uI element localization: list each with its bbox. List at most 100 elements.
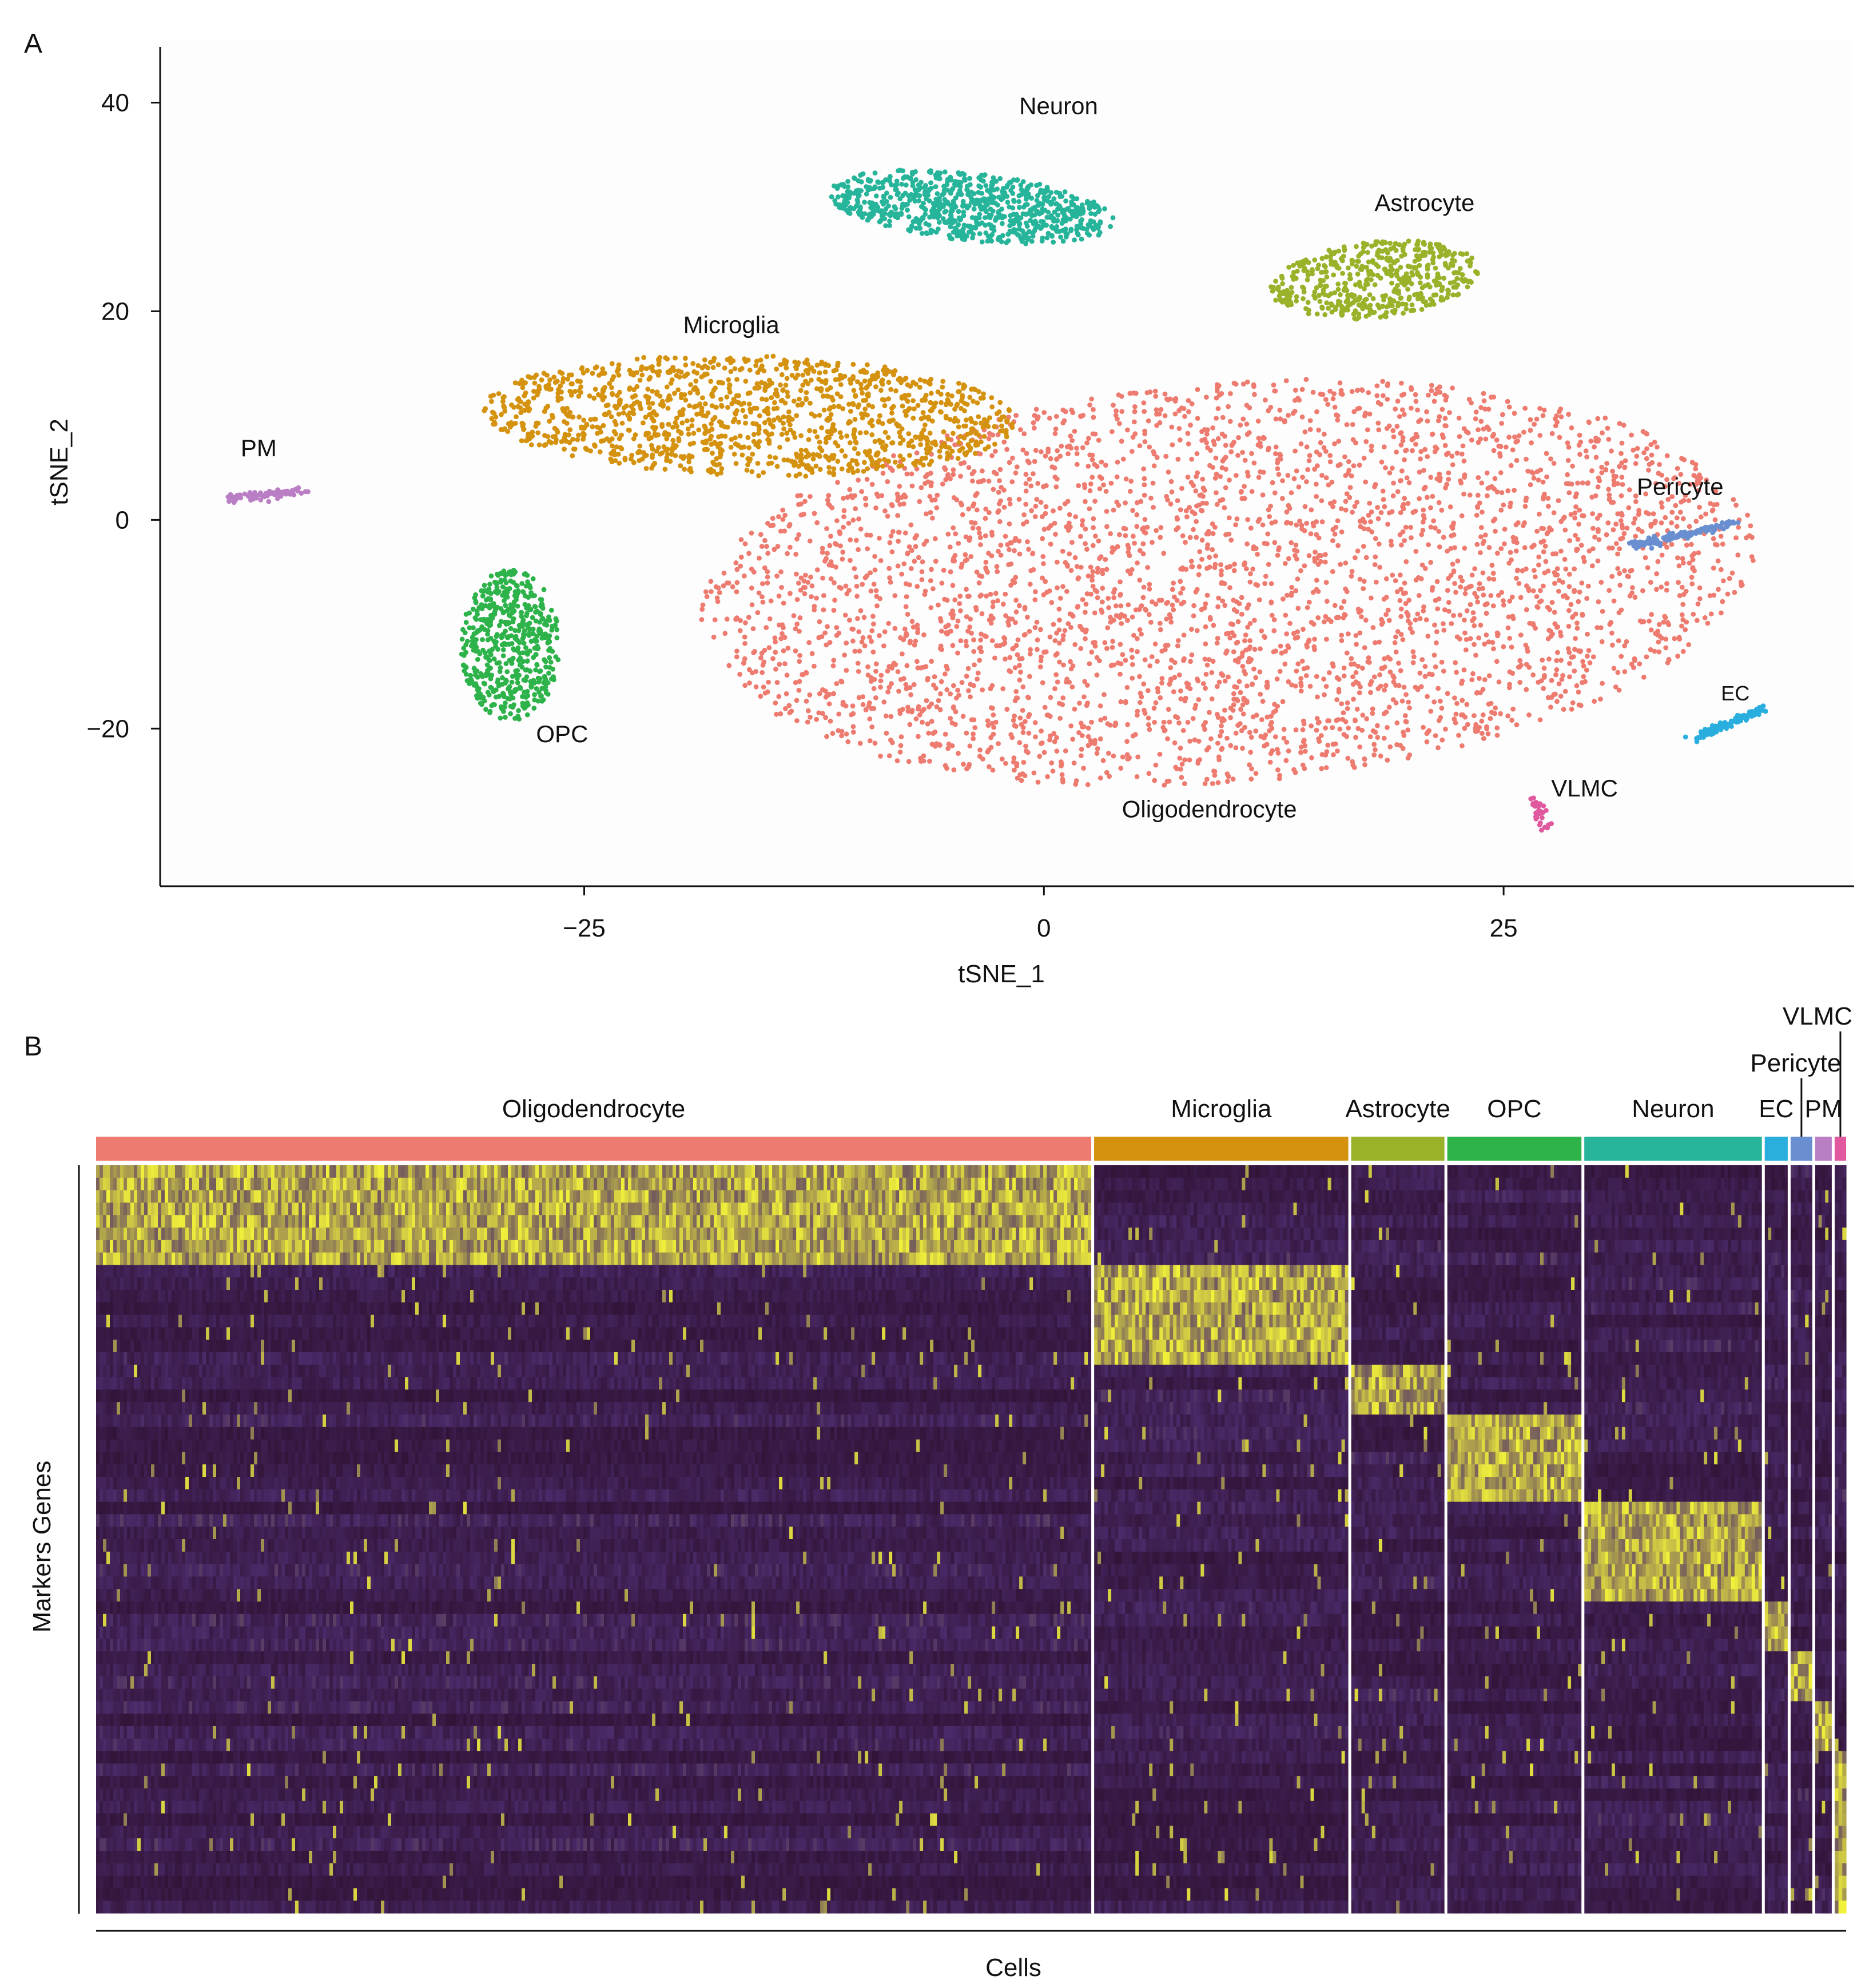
cell-point [1533,575,1538,580]
cell-point [1524,496,1529,501]
cell-point [873,669,878,674]
cell-point [1689,581,1695,587]
cell-point [1400,408,1405,413]
cell-point [1068,723,1073,728]
cell-point [739,555,744,560]
cell-point [1163,392,1168,397]
cell-point [1531,588,1536,593]
cell-point [977,580,982,585]
cell-point [1403,713,1408,718]
cell-point [1432,399,1437,404]
cell-point [1354,642,1359,647]
cell-point [869,628,874,634]
cell-point [1472,566,1477,571]
cell-point [878,673,884,678]
cell-point [1468,492,1473,497]
cell-point [1532,568,1537,573]
cell-point [1181,728,1186,733]
cell-point [836,712,841,717]
cell-point [1514,458,1520,463]
cell-point [845,739,850,744]
cell-point [1134,524,1139,529]
cell-point [1159,407,1164,412]
cell-point [1186,409,1191,415]
cell-point [1138,627,1143,632]
cell-point [1028,581,1033,587]
cell-point [901,561,906,567]
cell-point [985,718,991,723]
cell-point [1008,501,1013,507]
cell-point [1141,541,1146,547]
cell-point [812,664,817,669]
cell-point [973,493,978,498]
cell-point [912,682,917,687]
cell-point [1382,444,1387,449]
cell-point [1049,600,1054,605]
cell-point [1273,734,1278,739]
cell-point [1143,711,1148,716]
cell-point [968,554,973,559]
cell-point [924,511,929,516]
cell-point [977,747,983,752]
cell-point [1000,686,1005,691]
cell-point [1023,744,1028,749]
cell-point [1636,512,1641,517]
cell-point [757,591,762,596]
cell-point [1244,605,1250,611]
cell-point [785,646,790,651]
cell-point [1570,615,1575,620]
cell-point [1446,576,1451,581]
cell-point [943,671,948,676]
cell-point [1506,435,1512,440]
cell-point [1478,436,1483,441]
cell-point [847,617,852,623]
cell-point [1013,665,1018,670]
cell-point [1250,567,1255,572]
cell-point [1023,502,1028,507]
cell-point [1203,642,1208,647]
cell-point [1492,448,1497,453]
cell-point [1491,646,1496,651]
cell-point [955,651,960,656]
cell-point [1261,470,1266,475]
cell-point [1680,585,1685,590]
cell-point [1656,650,1661,655]
cell-point [1017,740,1022,746]
cell-point [1480,731,1485,736]
cell-point [802,591,808,596]
cell-point [1485,424,1490,429]
cell-point [1313,549,1318,555]
cell-point [1126,756,1131,762]
cell-point [1465,608,1470,613]
cell-point [1305,467,1310,472]
cell-point [1238,423,1243,428]
cell-point [1485,493,1490,499]
cell-point [967,465,972,470]
cell-point [1323,726,1328,731]
cell-point [1649,453,1655,458]
cell-point [1314,519,1319,524]
cell-point [1196,572,1202,577]
cell-point [872,581,877,587]
cell-point [1307,553,1312,559]
cell-point [1620,441,1625,446]
cell-point [920,720,925,725]
cell-point [1550,600,1555,605]
cell-point [1000,756,1005,762]
cell-point [1309,723,1314,728]
cell-point [1377,541,1382,547]
cell-point [1240,746,1245,751]
cell-point [1252,392,1257,397]
cell-point [1234,640,1239,646]
cell-point [737,672,742,677]
cell-point [951,525,956,531]
cell-point [1295,576,1301,581]
cell-point [1543,544,1548,549]
cell-point [1118,642,1123,647]
cell-point [1211,623,1216,628]
cell-point [1057,607,1062,612]
cell-point [1590,526,1596,531]
cell-point [1600,609,1605,614]
cell-point [1175,498,1180,503]
cell-point [1398,668,1403,674]
